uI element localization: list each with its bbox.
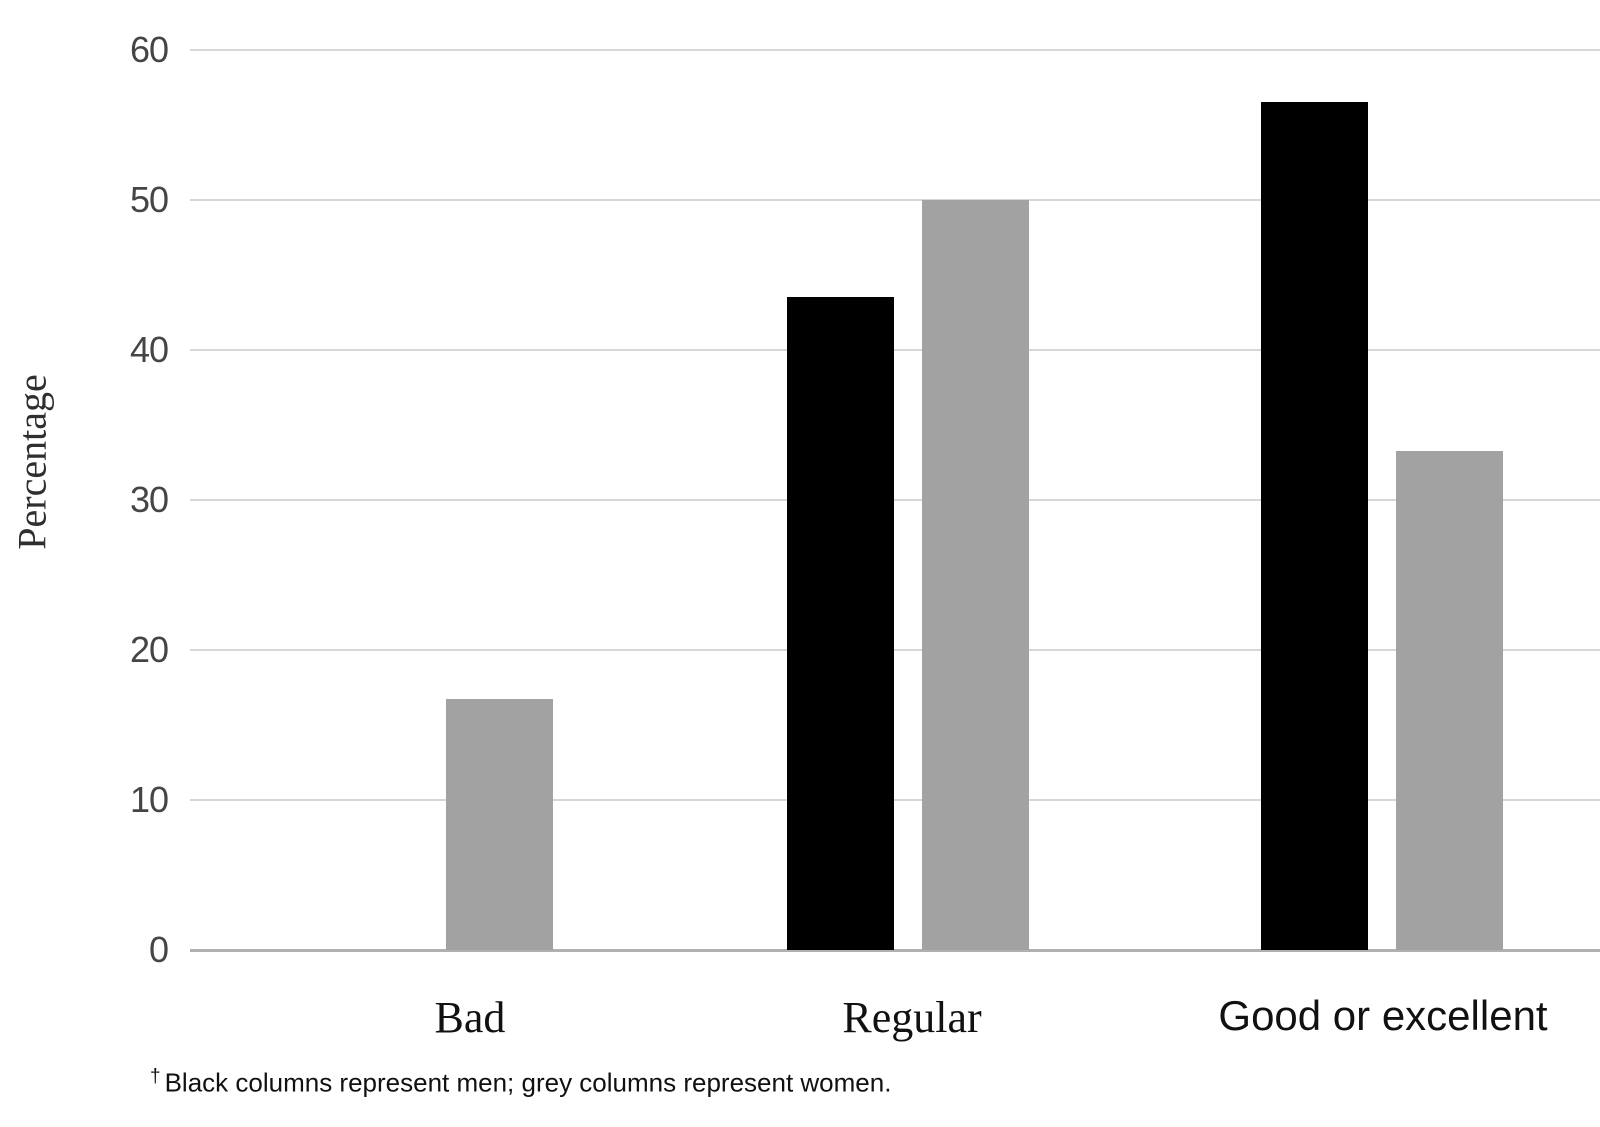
y-tick-label-60: 60 (129, 29, 169, 70)
gridline-20 (190, 649, 1600, 651)
gridline-30 (190, 499, 1600, 501)
y-tick-label-40: 40 (129, 329, 169, 370)
gridline-50 (190, 199, 1600, 201)
gridline-10 (190, 799, 1600, 801)
bar-men-good-or-excellent (1261, 102, 1368, 950)
y-tick-label-20: 20 (129, 629, 169, 670)
y-tick-label-0: 0 (148, 929, 169, 970)
y-axis-title: Percentage (9, 374, 55, 550)
bar-women-regular (922, 200, 1029, 950)
gridline-60 (190, 49, 1600, 51)
gridline-40 (190, 349, 1600, 351)
bar-women-bad (446, 699, 553, 950)
y-tick-label-30: 30 (129, 479, 169, 520)
y-tick-label-10: 10 (129, 779, 169, 820)
x-axis-label-regular: Regular (842, 993, 982, 1042)
bar-men-regular (787, 297, 894, 950)
footnote: † Black columns represent men; grey colum… (150, 1066, 891, 1099)
x-axis-label-bad: Bad (434, 993, 506, 1042)
footnote-text: Black columns represent men; grey column… (164, 1067, 892, 1098)
footnote-dagger-marker: † (150, 1066, 161, 1087)
bar-women-good-or-excellent (1396, 451, 1503, 950)
x-axis-baseline (190, 949, 1600, 952)
y-tick-label-50: 50 (129, 179, 169, 220)
x-axis-label-good-or-excellent: Good or excellent (1218, 992, 1548, 1039)
